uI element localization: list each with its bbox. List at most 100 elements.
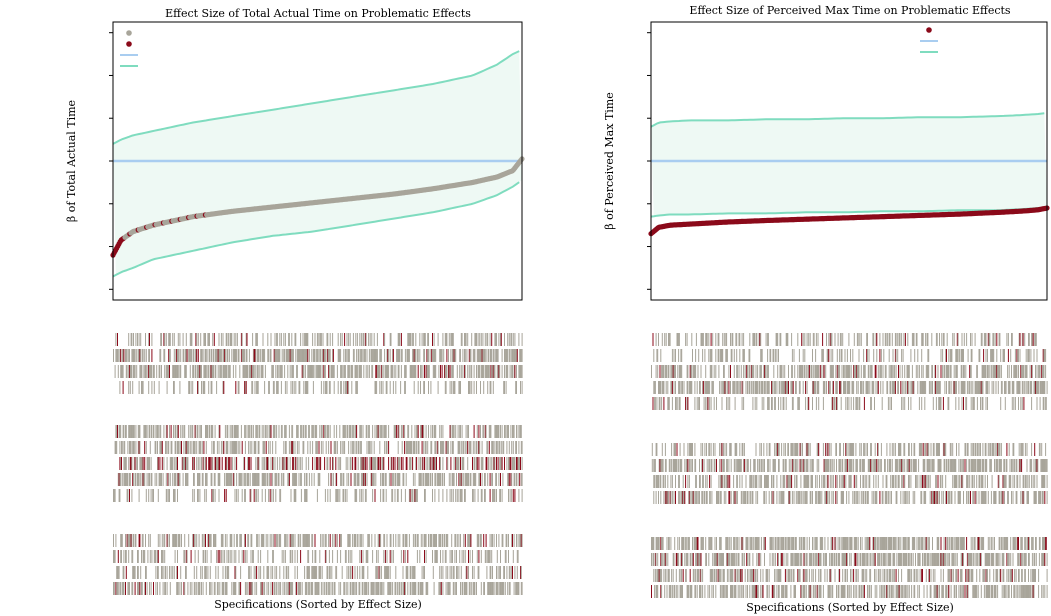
spec-tick <box>116 441 118 454</box>
spec-tick <box>484 489 485 502</box>
spec-tick <box>846 349 848 362</box>
spec-tick <box>488 425 490 438</box>
spec-tick <box>452 473 453 486</box>
spec-tick <box>416 534 418 547</box>
spec-tick <box>467 473 469 486</box>
spec-tick <box>688 443 690 456</box>
spec-tick <box>383 333 385 346</box>
spec-tick <box>267 349 269 362</box>
spec-tick <box>769 443 771 456</box>
spec-tick <box>325 441 327 454</box>
spec-tick <box>446 534 448 547</box>
spec-tick <box>222 441 224 454</box>
spec-tick <box>800 443 802 456</box>
spec-tick <box>452 349 453 362</box>
spec-tick <box>213 333 215 346</box>
spec-tick <box>279 534 281 547</box>
spec-tick <box>491 582 493 595</box>
spec-tick <box>461 489 463 502</box>
spec-tick <box>756 333 758 346</box>
spec-tick <box>122 381 124 394</box>
spec-tick <box>784 443 786 456</box>
spec-tick <box>240 349 242 362</box>
spec-tick <box>894 365 896 378</box>
spec-tick <box>116 349 118 362</box>
spec-tick <box>282 582 284 595</box>
spec-tick <box>330 582 332 595</box>
spec-tick <box>239 441 241 454</box>
spec-tick <box>465 473 467 486</box>
spec-tick <box>355 534 357 547</box>
spec-tick <box>285 457 287 470</box>
spec-tick <box>376 349 378 362</box>
spec-tick <box>250 457 252 470</box>
spec-tick <box>229 333 231 346</box>
spec-tick <box>337 381 339 394</box>
spec-tick <box>154 473 156 486</box>
spec-tick <box>792 381 794 394</box>
spec-tick <box>702 443 704 456</box>
spec-tick <box>172 473 174 486</box>
spec-tick <box>196 333 198 346</box>
spec-tick <box>856 397 858 410</box>
spec-tick <box>848 397 850 410</box>
spec-tick <box>993 333 995 346</box>
spec-tick <box>227 425 229 438</box>
spec-tick <box>873 349 875 362</box>
spec-tick <box>204 381 206 394</box>
spec-tick <box>306 381 308 394</box>
spec-tick <box>855 443 857 456</box>
spec-tick <box>843 381 844 394</box>
spec-tick <box>389 566 391 579</box>
spec-tick <box>129 473 130 486</box>
spec-tick <box>200 333 202 346</box>
spec-tick <box>368 534 370 547</box>
spec-tick <box>870 397 872 410</box>
spec-tick <box>278 534 280 547</box>
spec-tick <box>259 365 261 378</box>
spec-tick <box>663 397 665 410</box>
spec-tick <box>268 582 270 595</box>
spec-tick <box>927 443 929 456</box>
spec-tick <box>163 333 165 346</box>
spec-tick <box>804 349 806 362</box>
spec-tick <box>736 349 738 362</box>
spec-tick <box>243 365 245 378</box>
spec-tick <box>147 457 149 470</box>
spec-tick <box>129 349 130 362</box>
spec-tick <box>207 365 209 378</box>
spec-tick <box>493 349 495 362</box>
spec-tick <box>244 425 246 438</box>
spec-tick <box>193 457 194 470</box>
spec-tick <box>983 365 985 378</box>
spec-tick <box>306 333 308 346</box>
spec-tick <box>352 457 354 470</box>
spec-tick <box>970 443 972 456</box>
spec-tick <box>658 397 660 410</box>
spec-tick <box>661 443 663 456</box>
spec-tick <box>356 441 358 454</box>
spec-tick <box>686 365 688 378</box>
spec-tick <box>358 365 360 378</box>
spec-tick <box>992 333 994 346</box>
spec-tick <box>976 397 978 410</box>
spec-tick <box>302 333 304 346</box>
spec-tick <box>379 381 381 394</box>
spec-tick <box>176 566 178 579</box>
spec-tick <box>427 441 429 454</box>
spec-tick <box>846 443 848 456</box>
spec-tick <box>435 365 437 378</box>
spec-tick <box>471 365 473 378</box>
spec-tick <box>266 457 268 470</box>
spec-tick <box>743 349 745 362</box>
spec-tick <box>504 457 505 470</box>
spec-tick <box>662 365 664 378</box>
spec-tick <box>732 333 734 346</box>
spec-tick <box>674 365 676 378</box>
spec-tick <box>792 397 794 410</box>
spec-tick <box>180 365 182 378</box>
spec-tick <box>859 443 861 456</box>
spec-tick <box>223 582 225 595</box>
spec-tick <box>451 365 453 378</box>
spec-tick <box>163 534 165 547</box>
